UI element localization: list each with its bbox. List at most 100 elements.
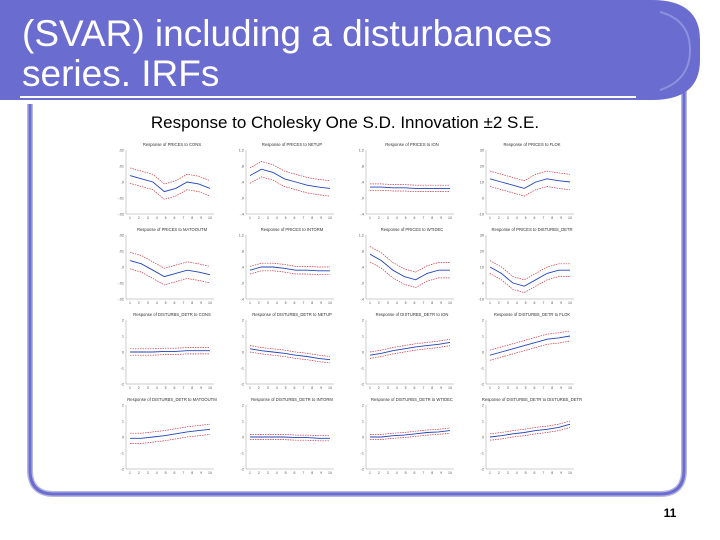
title-line-2: series. IRFs	[22, 53, 220, 94]
panel-title: Response of DISTURBS_DETR to DISTURBS_DE…	[482, 397, 582, 402]
lower-band-line	[249, 351, 331, 364]
x-tick-label: 8	[431, 386, 433, 390]
panel-title: Response of PRICES to INTORM	[261, 227, 324, 232]
panel-title: Response of PRICES to MATOOUTM	[137, 227, 208, 232]
y-tick-label: -2	[481, 468, 484, 472]
x-tick-label: 2	[498, 471, 500, 475]
response-line	[130, 428, 211, 439]
y-tick-label: 2	[482, 319, 484, 323]
y-tick-label: 1	[482, 335, 484, 339]
y-tick-label: -.02	[117, 298, 124, 302]
y-tick-label: 1	[122, 335, 124, 339]
x-tick-label: 6	[533, 386, 535, 390]
x-tick-label: 7	[542, 301, 544, 305]
upper-band-line	[370, 427, 451, 435]
lower-band-line	[250, 439, 330, 442]
x-tick-label: 3	[267, 216, 269, 220]
x-tick-label: 9	[200, 386, 202, 390]
y-tick-label: -2	[361, 383, 364, 387]
x-tick-label: 5	[165, 471, 167, 475]
x-tick-label: 9	[440, 471, 442, 475]
x-tick-label: 7	[302, 301, 304, 305]
upper-band-line	[250, 434, 330, 437]
response-line	[250, 436, 330, 439]
y-tick-label: 1	[122, 420, 124, 424]
y-tick-label: 2	[362, 319, 364, 323]
lower-band-line	[489, 427, 571, 441]
x-tick-label: 1	[129, 386, 131, 390]
x-tick-label: 8	[191, 471, 193, 475]
response-line	[370, 430, 451, 438]
y-tick-label: -.4	[240, 298, 244, 302]
panel-title: Response of DISTURBS_DETR to ION	[376, 312, 449, 317]
x-tick-label: 9	[320, 216, 322, 220]
x-tick-label: 10	[448, 216, 452, 220]
panel-title: Response of PRICES to NETUP	[262, 142, 322, 147]
y-tick-label: .0	[361, 282, 364, 286]
upper-band-line	[129, 167, 211, 185]
x-tick-label: 6	[533, 301, 535, 305]
x-tick-label: 3	[147, 471, 149, 475]
x-tick-label: 1	[249, 386, 251, 390]
y-tick-label: -.4	[240, 213, 244, 217]
x-tick-label: 10	[568, 386, 572, 390]
y-tick-label: .4	[361, 181, 364, 185]
x-tick-label: 6	[293, 301, 295, 305]
x-tick-label: 10	[568, 471, 572, 475]
x-tick-label: 5	[405, 216, 407, 220]
x-tick-label: 6	[413, 216, 415, 220]
irf-panel-9: Response of DISTURBS_DETR to CONS210-1-2…	[121, 312, 214, 390]
panel-title: Response of DISTURBS_DETR to CONS	[133, 312, 211, 317]
y-tick-label: 1.2	[239, 234, 244, 238]
x-tick-label: 3	[507, 471, 509, 475]
lower-band-line	[369, 261, 450, 288]
x-tick-label: 3	[387, 301, 389, 305]
x-tick-label: 5	[165, 386, 167, 390]
y-tick-label: 0	[482, 197, 484, 201]
x-tick-label: 5	[165, 216, 167, 220]
x-tick-label: 7	[182, 216, 184, 220]
y-tick-label: 0	[122, 351, 124, 355]
x-tick-label: 4	[276, 216, 278, 220]
x-tick-label: 7	[302, 386, 304, 390]
x-tick-label: 3	[147, 216, 149, 220]
x-tick-label: 1	[369, 216, 371, 220]
x-tick-label: 7	[182, 386, 184, 390]
y-tick-label: -1	[361, 452, 364, 456]
x-tick-label: 7	[422, 471, 424, 475]
lower-band-line	[129, 268, 211, 286]
upper-band-line	[489, 420, 571, 435]
y-tick-label: 10	[480, 266, 484, 270]
x-tick-label: 8	[551, 216, 553, 220]
irf-panel-3: Response of PRICES to ION 1.2 .8 .4 .0 -.4 1 2 3…	[359, 142, 454, 220]
lower-band-line	[249, 270, 330, 276]
irf-panel-12: Response of DISTURBS_DETR to FLOK210-1-2…	[481, 312, 574, 390]
y-tick-label: 1	[362, 420, 364, 424]
irf-panel-1: Response of PRICES to CONS .02 .01 .0 -.01 -.…	[117, 142, 214, 220]
panel-title: Response of PRICES to CONS	[143, 142, 201, 147]
lower-band-line	[129, 182, 211, 200]
y-tick-label: .0	[241, 197, 244, 201]
x-tick-label: 2	[138, 301, 140, 305]
lower-band-line	[489, 340, 571, 361]
x-tick-label: 3	[147, 301, 149, 305]
x-tick-label: 5	[525, 216, 527, 220]
x-tick-label: 6	[533, 471, 535, 475]
x-tick-label: 4	[516, 386, 518, 390]
x-tick-label: 6	[533, 216, 535, 220]
response-line	[369, 341, 451, 356]
x-tick-label: 2	[378, 301, 380, 305]
x-tick-label: 2	[378, 216, 380, 220]
panel-title: Response of DISTURBS_DETR to INTORM	[251, 397, 333, 402]
x-tick-label: 4	[276, 471, 278, 475]
x-tick-label: 8	[551, 471, 553, 475]
response-line	[130, 350, 210, 353]
x-tick-label: 10	[448, 386, 452, 390]
x-tick-label: 4	[516, 471, 518, 475]
x-tick-label: 1	[489, 386, 491, 390]
y-tick-label: -.01	[117, 282, 124, 286]
y-tick-label: 2	[122, 319, 124, 323]
x-tick-label: 10	[208, 386, 212, 390]
y-tick-label: 20	[480, 250, 484, 254]
y-tick-label: 0	[122, 436, 124, 440]
